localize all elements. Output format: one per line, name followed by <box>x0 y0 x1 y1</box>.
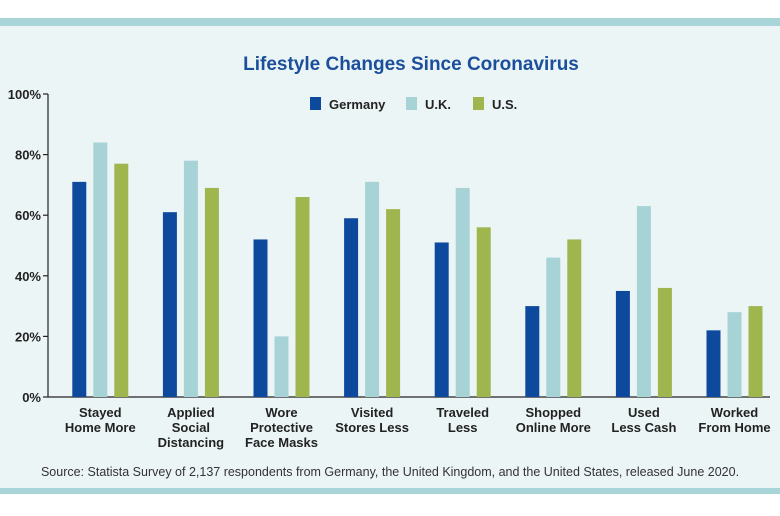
category-label: Less <box>448 420 478 435</box>
legend-label: U.K. <box>425 97 451 112</box>
bar-germany-0 <box>72 181 87 397</box>
legend-label: U.S. <box>492 97 517 112</box>
bar-germany-5 <box>525 306 540 397</box>
bar-uk-7 <box>727 312 742 397</box>
category-label: Wore <box>265 405 297 420</box>
bar-uk-5 <box>546 257 561 397</box>
y-tick-label: 100% <box>8 87 42 102</box>
category-label: Home More <box>65 420 136 435</box>
bar-germany-2 <box>253 239 268 397</box>
category-label: Protective <box>250 420 313 435</box>
legend-label: Germany <box>329 97 386 112</box>
category-label: Less Cash <box>611 420 676 435</box>
category-label: Worked <box>711 405 758 420</box>
category-label: Face Masks <box>245 435 318 450</box>
bar-us-1 <box>204 187 219 397</box>
source-note: Source: Statista Survey of 2,137 respond… <box>41 465 739 479</box>
legend-swatch <box>406 97 417 110</box>
bar-germany-1 <box>162 212 177 397</box>
bar-us-6 <box>657 287 672 397</box>
bar-us-4 <box>476 227 491 397</box>
legend-swatch <box>473 97 484 110</box>
y-tick-label: 60% <box>15 208 41 223</box>
bar-us-0 <box>114 163 129 397</box>
category-label: From Home <box>698 420 770 435</box>
bars <box>72 142 763 397</box>
bar-uk-4 <box>455 187 470 397</box>
legend: Germany U.K. U.S. <box>310 97 517 112</box>
category-label: Online More <box>516 420 591 435</box>
category-label: Stayed <box>79 405 122 420</box>
bar-uk-2 <box>274 336 289 397</box>
bar-uk-0 <box>93 142 108 397</box>
category-label: Applied <box>167 405 215 420</box>
y-tick-label: 40% <box>15 269 41 284</box>
bar-us-5 <box>567 239 582 397</box>
bar-uk-1 <box>183 160 198 397</box>
category-label: Social <box>172 420 210 435</box>
bar-us-7 <box>748 306 763 397</box>
category-label: Visited <box>351 405 393 420</box>
category-label: Stores Less <box>335 420 409 435</box>
y-tick-label: 20% <box>15 329 41 344</box>
bottom-accent-bar <box>0 488 780 494</box>
legend-swatch <box>310 97 321 110</box>
category-label: Used <box>628 405 660 420</box>
bar-us-3 <box>386 209 401 397</box>
bar-germany-4 <box>434 242 449 397</box>
bar-germany-6 <box>615 290 630 397</box>
category-label: Distancing <box>158 435 225 450</box>
bar-us-2 <box>295 197 310 397</box>
bar-uk-3 <box>365 181 380 397</box>
chart-title: Lifestyle Changes Since Coronavirus <box>243 54 579 75</box>
category-label: Shopped <box>525 405 581 420</box>
bar-germany-3 <box>344 218 359 397</box>
top-accent-bar <box>0 18 780 26</box>
bar-germany-7 <box>706 330 721 397</box>
bar-uk-6 <box>636 206 651 397</box>
y-tick-label: 0% <box>22 390 41 405</box>
category-label: Traveled <box>436 405 489 420</box>
y-tick-label: 80% <box>15 148 41 163</box>
